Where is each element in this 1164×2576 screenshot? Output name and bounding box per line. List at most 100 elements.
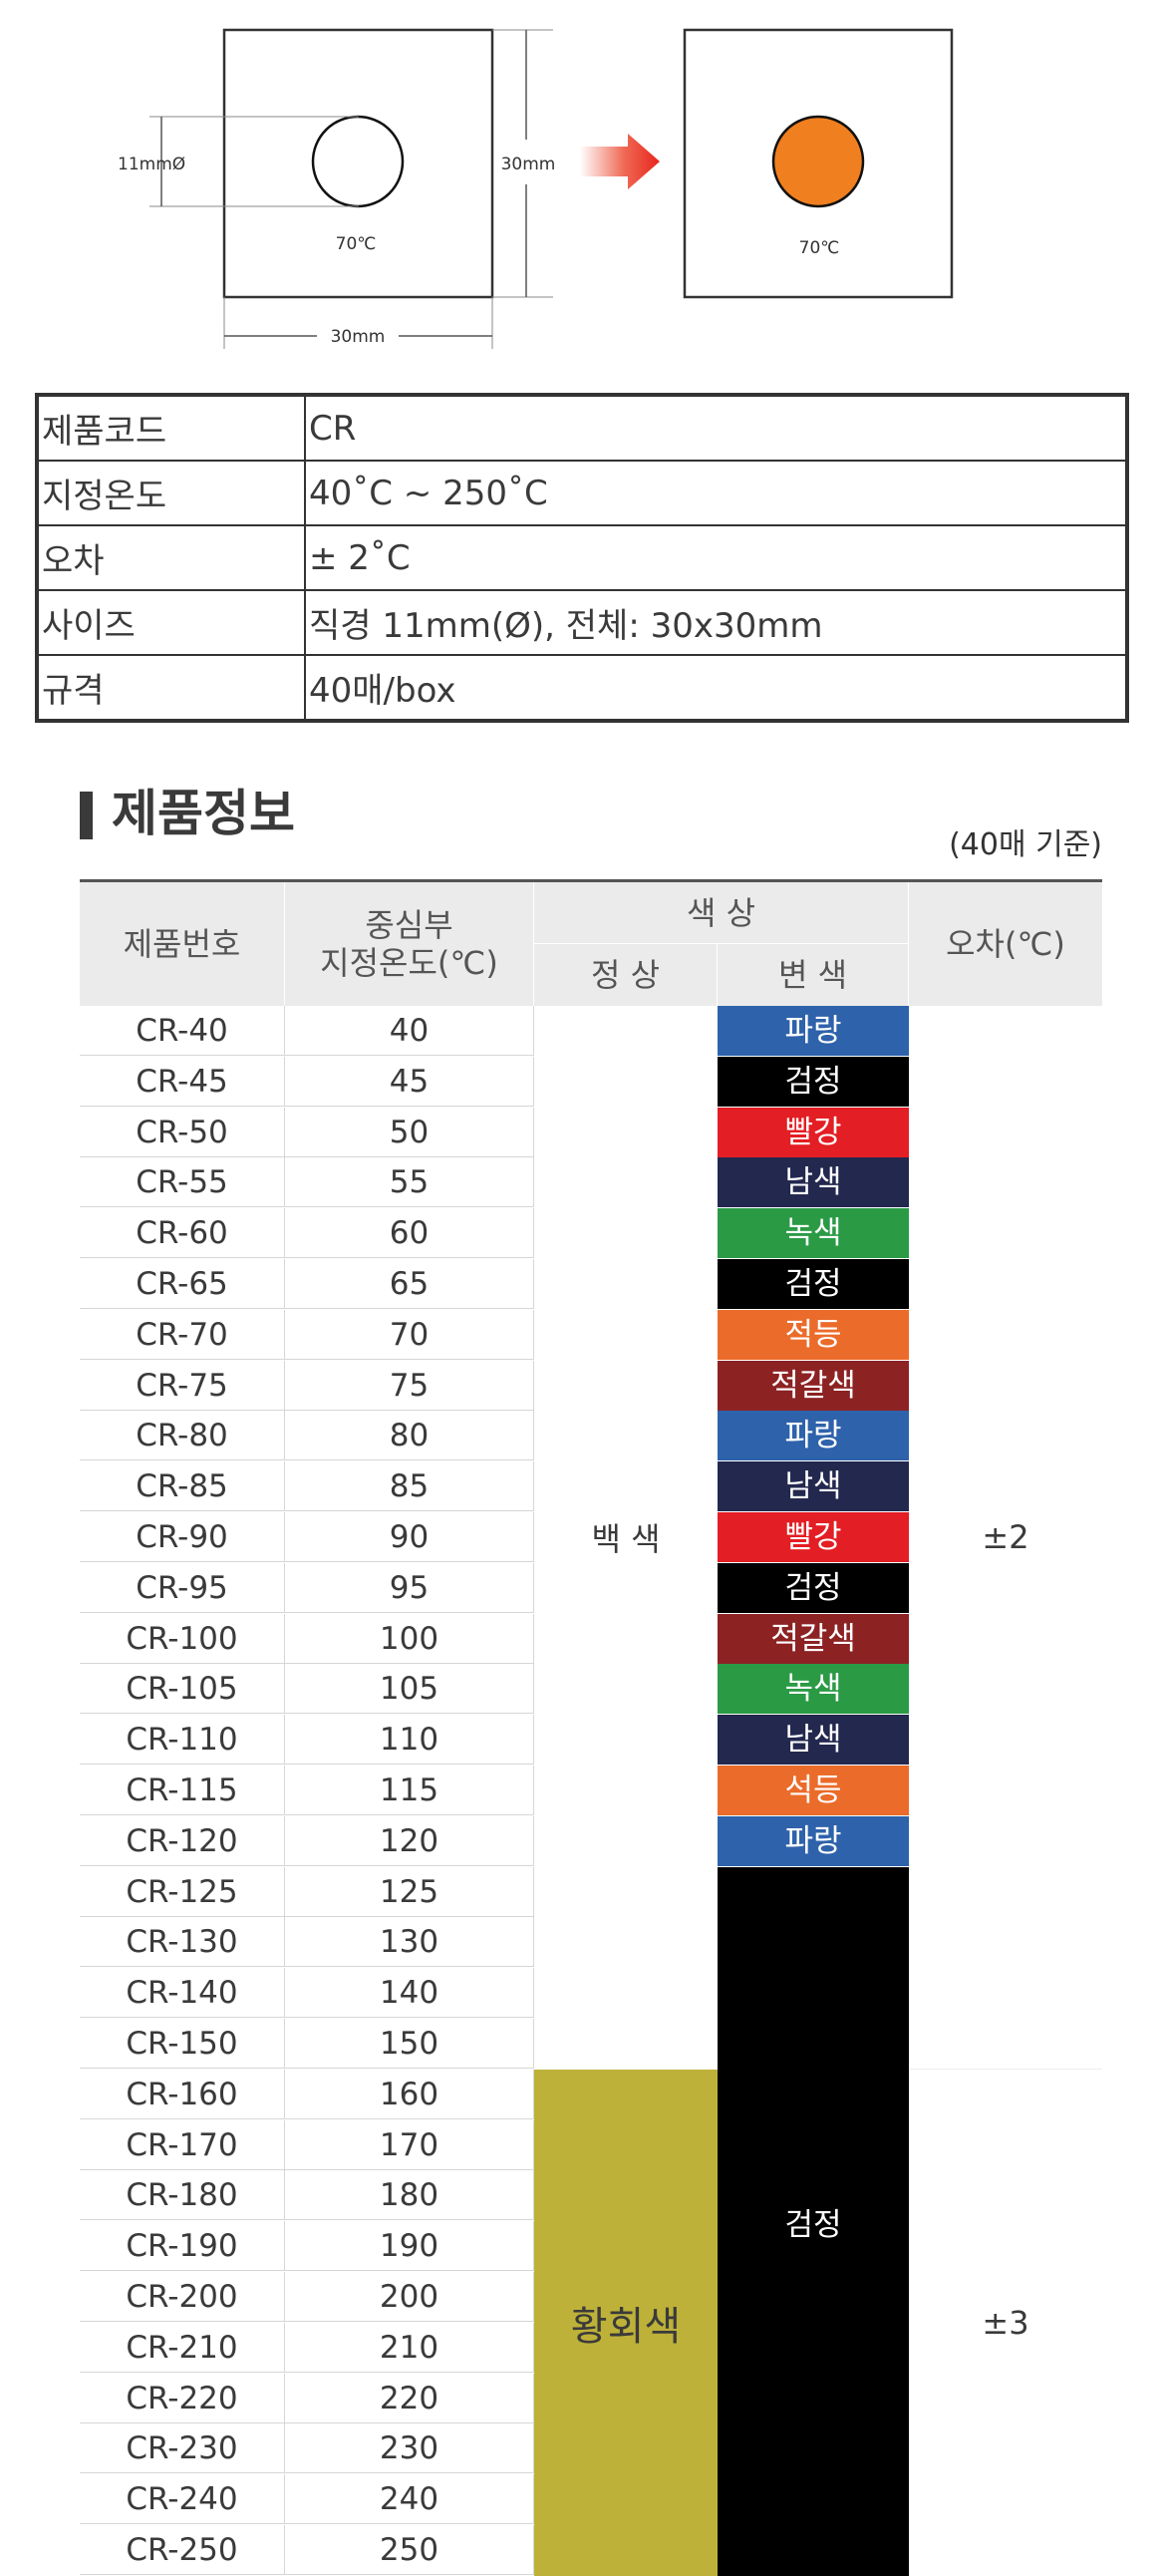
changed-color-cell: 남색 xyxy=(718,1715,909,1766)
spec-row: 지정온도 40˚C ~ 250˚C xyxy=(36,460,1128,526)
product-temp-cell: 210 xyxy=(285,2322,534,2373)
changed-color-cell: 파랑 xyxy=(718,1815,909,1866)
changed-color-cell: 빨강 xyxy=(718,1107,909,1157)
label-after-dot xyxy=(771,115,865,208)
product-temp-cell: 220 xyxy=(285,2373,534,2423)
changed-color-cell: 녹색 xyxy=(718,1664,909,1715)
product-code-cell: CR-120 xyxy=(80,1815,285,1866)
changed-black-cell: 검정 xyxy=(718,1866,909,2576)
header-changed: 변 색 xyxy=(718,944,909,1006)
product-temp-cell: 40 xyxy=(285,1006,534,1056)
product-code-cell: CR-70 xyxy=(80,1309,285,1360)
product-code-cell: CR-105 xyxy=(80,1664,285,1715)
product-temp-cell: 90 xyxy=(285,1512,534,1562)
normal-white-cell: 백 색 xyxy=(534,1006,718,2070)
product-code-cell: CR-125 xyxy=(80,1866,285,1917)
product-table: 제품번호 중심부 지정온도(℃) 색 상 정 상 변 색 오차(℃) 백 색 황… xyxy=(80,879,1102,2576)
product-temp-cell: 55 xyxy=(285,1157,534,1208)
product-temp-cell: 75 xyxy=(285,1360,534,1411)
changed-color-cell: 검정 xyxy=(718,1562,909,1613)
product-code-cell: CR-115 xyxy=(80,1766,285,1815)
product-temp-cell: 95 xyxy=(285,1562,534,1613)
spec-key: 지정온도 xyxy=(36,460,306,526)
product-temp-cell: 140 xyxy=(285,1968,534,2019)
temp-label-before: 70℃ xyxy=(336,234,377,254)
product-code-cell: CR-55 xyxy=(80,1157,285,1208)
changed-color-cell: 파랑 xyxy=(718,1006,909,1056)
error-group-2: ±3 xyxy=(982,2303,1029,2342)
temp-label-after: 70℃ xyxy=(799,238,840,258)
changed-color-cell: 남색 xyxy=(718,1157,909,1208)
product-code-cell: CR-75 xyxy=(80,1360,285,1411)
product-temp-cell: 160 xyxy=(285,2069,534,2119)
product-temp-cell: 60 xyxy=(285,1208,534,1259)
arrow-right-icon xyxy=(580,134,660,189)
product-table-header: 제품번호 중심부 지정온도(℃) 색 상 정 상 변 색 오차(℃) xyxy=(80,882,1102,1006)
product-code-cell: CR-240 xyxy=(80,2474,285,2525)
spec-row: 사이즈 직경 11mm(Ø), 전체: 30x30mm xyxy=(36,589,1128,656)
product-temp-cell: 105 xyxy=(285,1664,534,1715)
product-code-cell: CR-80 xyxy=(80,1411,285,1461)
spec-value: 40매/box xyxy=(304,654,1128,722)
spec-key: 규격 xyxy=(36,654,306,722)
section-marker xyxy=(80,792,93,839)
changed-color-cell: 적등 xyxy=(718,1309,909,1360)
diameter-label: 11mmØ xyxy=(118,155,185,174)
changed-color-cell: 적갈색 xyxy=(718,1360,909,1411)
product-temp-cell: 85 xyxy=(285,1461,534,1512)
spec-row: 제품코드 CR xyxy=(36,394,1128,462)
product-code-cell: CR-140 xyxy=(80,1968,285,2019)
product-code-cell: CR-45 xyxy=(80,1056,285,1107)
product-code-cell: CR-130 xyxy=(80,1917,285,1968)
product-code-cell: CR-150 xyxy=(80,2019,285,2069)
header-normal: 정 상 xyxy=(534,944,718,1006)
header-temp: 중심부 지정온도(℃) xyxy=(285,882,534,1006)
product-temp-cell: 230 xyxy=(285,2423,534,2474)
spec-value: ± 2˚C xyxy=(304,524,1128,591)
changed-color-cell: 적갈색 xyxy=(718,1613,909,1664)
product-temp-cell: 50 xyxy=(285,1107,534,1157)
spec-table: 제품코드 CR 지정온도 40˚C ~ 250˚C 오차 ± 2˚C 사이즈 직경 11mm… xyxy=(35,393,1129,723)
product-temp-cell: 180 xyxy=(285,2170,534,2221)
product-temp-cell: 170 xyxy=(285,2119,534,2170)
product-temp-cell: 130 xyxy=(285,1917,534,1968)
product-code-cell: CR-190 xyxy=(80,2221,285,2272)
changed-color-cell: 석등 xyxy=(718,1766,909,1815)
label-before-dot xyxy=(311,115,405,208)
product-code-cell: CR-65 xyxy=(80,1259,285,1309)
spec-value: CR xyxy=(304,394,1128,462)
product-temp-cell: 150 xyxy=(285,2019,534,2069)
product-temp-cell: 115 xyxy=(285,1766,534,1815)
product-temp-cell: 250 xyxy=(285,2525,534,2575)
product-temp-cell: 110 xyxy=(285,1715,534,1766)
spec-value: 직경 11mm(Ø), 전체: 30x30mm xyxy=(304,589,1128,656)
changed-color-cell: 검정 xyxy=(718,1259,909,1309)
error-group-1: ±2 xyxy=(909,1006,1102,2070)
product-code-cell: CR-100 xyxy=(80,1613,285,1664)
product-temp-cell: 190 xyxy=(285,2221,534,2272)
product-code-cell: CR-110 xyxy=(80,1715,285,1766)
changed-color-cell: 빨강 xyxy=(718,1512,909,1562)
product-code-cell: CR-250 xyxy=(80,2525,285,2575)
product-temp-cell: 70 xyxy=(285,1309,534,1360)
height-label: 30mm xyxy=(501,155,556,174)
product-code-cell: CR-40 xyxy=(80,1006,285,1056)
product-temp-cell: 125 xyxy=(285,1866,534,1917)
product-table-body: 백 색 황회색 검정 ±2 ±3 CR-40 40 CR-45 45 CR-50 50 CR… xyxy=(80,1006,1102,2576)
spec-value: 40˚C ~ 250˚C xyxy=(304,460,1128,526)
width-label: 30mm xyxy=(331,327,386,347)
section-note: (40매 기준) xyxy=(949,827,1102,862)
product-code-cell: CR-90 xyxy=(80,1512,285,1562)
spec-key: 사이즈 xyxy=(36,589,306,656)
product-code-cell: CR-170 xyxy=(80,2119,285,2170)
product-temp-cell: 65 xyxy=(285,1259,534,1309)
spec-row: 오차 ± 2˚C xyxy=(36,524,1128,591)
spec-key: 제품코드 xyxy=(36,394,306,462)
product-temp-cell: 45 xyxy=(285,1056,534,1107)
product-temp-cell: 120 xyxy=(285,1815,534,1866)
header-temp-label: 중심부 지정온도(℃) xyxy=(320,906,498,982)
product-temp-cell: 240 xyxy=(285,2474,534,2525)
product-code-cell: CR-200 xyxy=(80,2272,285,2322)
changed-color-cell: 파랑 xyxy=(718,1411,909,1461)
product-code-cell: CR-180 xyxy=(80,2170,285,2221)
